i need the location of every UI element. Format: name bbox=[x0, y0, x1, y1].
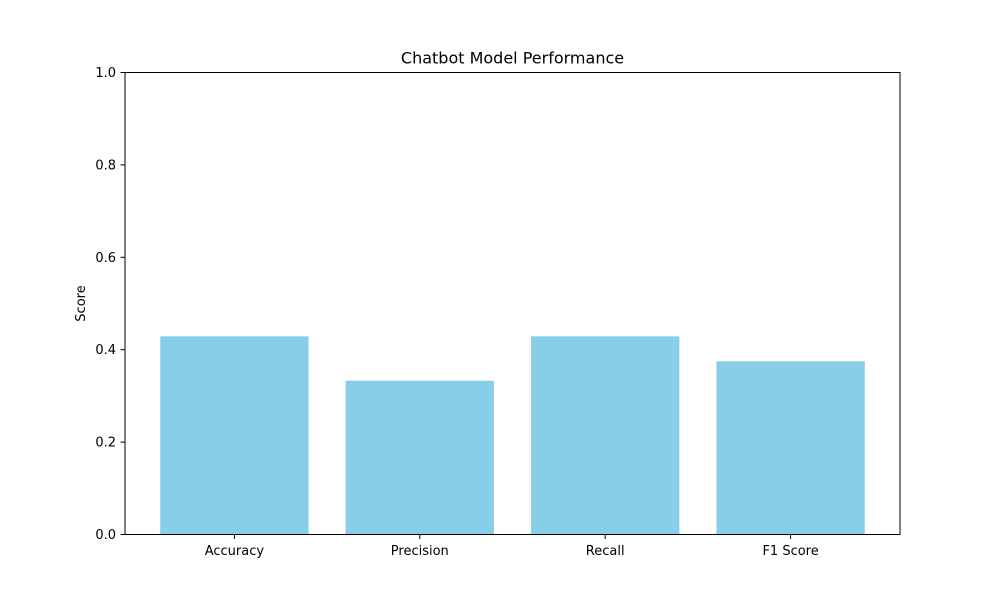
plot-area-frame bbox=[124, 72, 901, 535]
x-tick-label: Precision bbox=[391, 544, 449, 559]
bars bbox=[160, 336, 865, 535]
y-tick-label: 0.2 bbox=[95, 436, 116, 451]
bar-recall bbox=[531, 336, 680, 535]
x-axis-ticks: Accuracy Precision Recall F1 Score bbox=[205, 534, 819, 559]
y-tick-label: 0.4 bbox=[95, 343, 116, 358]
y-tick-label: 0.0 bbox=[95, 528, 116, 543]
x-tick-label: F1 Score bbox=[762, 544, 818, 559]
x-tick-label: Accuracy bbox=[205, 544, 265, 559]
bar-precision bbox=[345, 380, 494, 535]
y-tick-label: 0.6 bbox=[95, 251, 116, 266]
y-axis-label: Score bbox=[74, 285, 89, 321]
bar-accuracy bbox=[160, 336, 309, 535]
y-axis-ticks: 0.0 0.2 0.4 0.6 0.8 1.0 bbox=[95, 66, 125, 543]
y-tick-label: 1.0 bbox=[95, 66, 116, 81]
x-tick-label: Recall bbox=[586, 544, 625, 559]
y-tick-label: 0.8 bbox=[95, 158, 116, 173]
bar-f1-score bbox=[716, 361, 865, 535]
chart-title: Chatbot Model Performance bbox=[401, 49, 624, 68]
